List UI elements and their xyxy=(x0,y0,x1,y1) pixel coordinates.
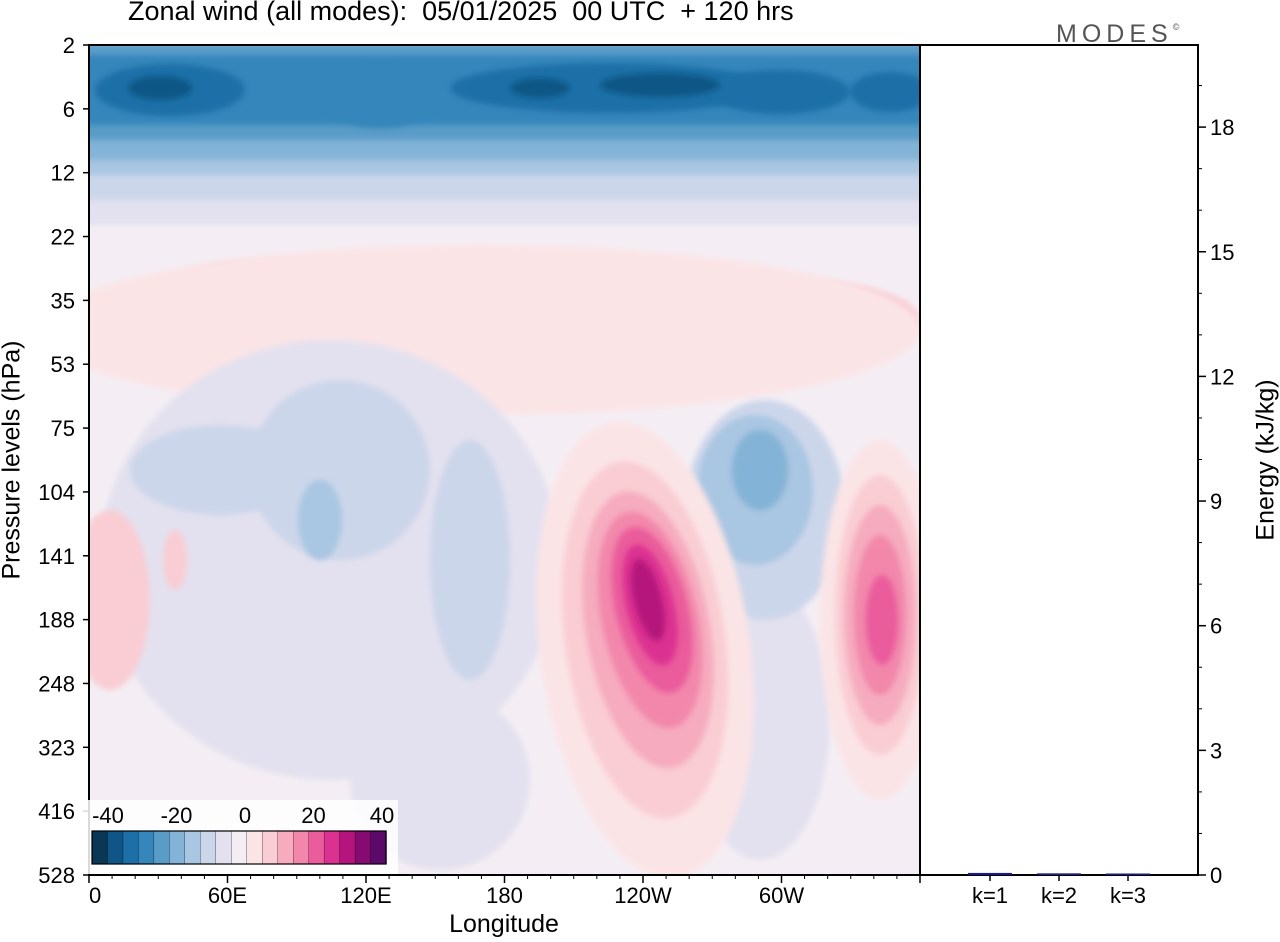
energy-category-label: k=2 xyxy=(1041,883,1077,908)
brand-logo: MODES© xyxy=(1056,20,1179,49)
pressure-tick-label: 6 xyxy=(63,97,75,122)
colorbar-cell xyxy=(323,830,341,865)
brand-name: MODES xyxy=(1056,20,1173,48)
field-easterly-trop xyxy=(250,380,430,560)
colorbar-tick-label: -20 xyxy=(161,803,193,828)
pressure-tick-label: 53 xyxy=(51,352,75,377)
pressure-tick-label: 104 xyxy=(38,480,75,505)
pressure-tick-label: 12 xyxy=(51,161,75,186)
brand-mark: © xyxy=(1172,22,1180,32)
colorbar: -40 -20 0 20 40 xyxy=(80,800,398,874)
longitude-tick-label: 60W xyxy=(759,883,804,908)
field-easterly-pocket xyxy=(732,430,788,510)
colorbar-cell xyxy=(169,830,186,865)
field-easterly-trop xyxy=(298,480,342,560)
field-easterly-trop xyxy=(430,440,510,680)
field-core-easterly xyxy=(600,73,720,97)
colorbar-frame xyxy=(91,830,387,865)
longitude-axis: 0 60E 120E 180 120W 60W xyxy=(88,875,921,908)
colorbar-cell xyxy=(246,830,263,865)
longitude-tick-label: 120W xyxy=(614,883,672,908)
pressure-tick-label: 248 xyxy=(38,671,75,696)
pressure-tick-label: 528 xyxy=(38,863,75,888)
colorbar-cell xyxy=(231,830,248,865)
field-westerly-layer xyxy=(89,245,920,415)
energy-panel: k=1 k=2 k=3 0 3 6 9 12 15 18 xyxy=(919,44,1234,908)
field-core-easterly xyxy=(710,70,850,114)
field-core-easterly xyxy=(128,76,192,100)
energy-tick-label: 0 xyxy=(1210,863,1222,888)
pressure-tick-label: 75 xyxy=(51,416,75,441)
longitude-tick-label: 0 xyxy=(89,883,101,908)
contour-field xyxy=(89,45,920,875)
field-core-easterly xyxy=(325,68,435,128)
longitude-tick-label: 120E xyxy=(340,883,391,908)
energy-category-label: k=1 xyxy=(972,883,1008,908)
field-jet-east xyxy=(866,575,898,665)
colorbar-cell xyxy=(153,830,171,865)
colorbar-cell xyxy=(293,830,310,865)
pressure-tick-label: 323 xyxy=(38,735,75,760)
x-axis-title: Longitude xyxy=(449,910,559,938)
colorbar-cell xyxy=(122,830,140,865)
colorbar-tick-label: -40 xyxy=(92,803,124,828)
field-core-easterly xyxy=(510,78,570,98)
pressure-tick-label: 35 xyxy=(51,288,75,313)
colorbar-cell xyxy=(277,830,294,865)
colorbar-cell xyxy=(138,830,155,865)
energy-axis-title: Energy (kJ/kg) xyxy=(1251,379,1280,541)
colorbar-tick-label: 40 xyxy=(370,803,394,828)
energy-category-label: k=3 xyxy=(1110,883,1146,908)
energy-tick-label: 18 xyxy=(1210,115,1234,140)
pressure-tick-label: 22 xyxy=(51,225,75,250)
colorbar-cell xyxy=(354,830,372,865)
energy-tick-label: 9 xyxy=(1210,489,1222,514)
energy-bar xyxy=(968,872,1012,875)
pressure-tick-label: 141 xyxy=(38,544,75,569)
energy-tick-label: 3 xyxy=(1210,738,1222,763)
pressure-tick-label: 2 xyxy=(63,33,75,58)
colorbar-cell xyxy=(215,830,232,865)
colorbar-cell xyxy=(339,830,356,865)
longitude-tick-label: 60E xyxy=(208,883,247,908)
colorbar-cell xyxy=(200,830,217,865)
pressure-tick-label: 188 xyxy=(38,608,75,633)
colorbar-cell xyxy=(262,830,279,865)
colorbar-tick-label: 0 xyxy=(239,803,251,828)
y-axis-title: Pressure levels (hPa) xyxy=(0,340,26,580)
energy-bar xyxy=(1106,873,1150,875)
colorbar-cell xyxy=(107,830,124,865)
colorbar-cell xyxy=(308,830,325,865)
field-core-easterly xyxy=(850,72,920,112)
pressure-axis: 2 6 12 22 35 53 75 104 141 188 248 323 416 528 xyxy=(38,33,89,888)
field-jet-west xyxy=(631,559,665,641)
field-westerly-edge xyxy=(89,510,150,690)
pressure-tick-label: 416 xyxy=(38,799,75,824)
energy-tick-label: 15 xyxy=(1210,240,1234,265)
energy-tick-label: 6 xyxy=(1210,614,1222,639)
colorbar-cell xyxy=(370,830,387,865)
colorbar-tick-label: 20 xyxy=(301,803,325,828)
chart-title: Zonal wind (all modes): 05/01/2025 00 UT… xyxy=(128,0,794,26)
energy-bar xyxy=(1037,873,1081,875)
energy-panel-frame xyxy=(919,44,1199,876)
field-westerly-edge xyxy=(163,530,187,590)
longitude-tick-label: 180 xyxy=(486,883,523,908)
energy-tick-label: 12 xyxy=(1210,364,1234,389)
colorbar-cell xyxy=(91,830,109,865)
colorbar-cell xyxy=(184,830,201,865)
